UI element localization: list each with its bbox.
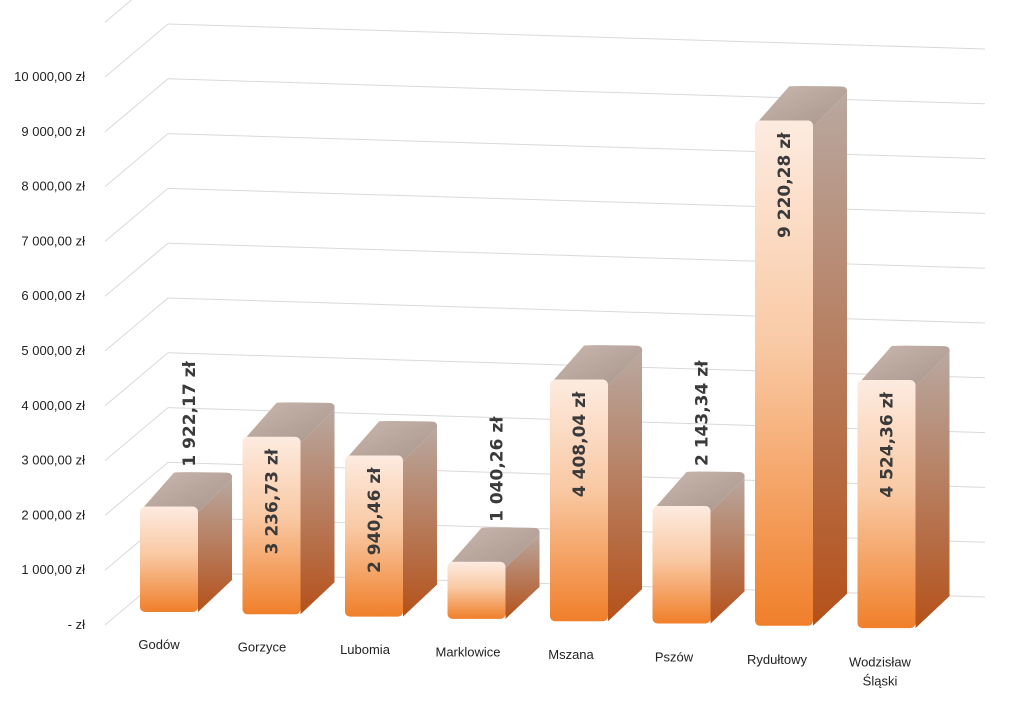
x-tick-label-line: Gorzyce (238, 640, 286, 655)
data-label: 3 236,73 zł (263, 448, 283, 554)
gridline-diagonal (104, 23, 169, 78)
bar-side (915, 352, 950, 629)
gridline-diagonal (104, 242, 169, 297)
bar-side (505, 533, 540, 619)
bar-side (300, 408, 335, 615)
y-tick-label: 1 000,00 zł (21, 562, 85, 577)
bar-top (144, 472, 233, 513)
bar-top (861, 345, 950, 387)
gridline-diagonal (104, 462, 169, 516)
y-tick-label: 6 000,00 zł (21, 288, 85, 303)
x-tick-label-line: Pszów (655, 650, 694, 665)
x-tick-label-line: Lubomia (340, 642, 391, 657)
gridline-diagonal (104, 188, 169, 242)
y-tick-label: 10 000,00 zł (14, 69, 85, 84)
data-label: 2 143,34 zł (693, 360, 713, 466)
gridlines (104, 0, 986, 626)
bar (652, 471, 745, 624)
x-tick-label: Godów (138, 637, 180, 652)
bar-front (550, 379, 608, 622)
bar-top (554, 345, 643, 386)
x-tick-label: Pszów (655, 650, 694, 665)
bar-front (857, 380, 916, 629)
gridline-diagonal (104, 78, 169, 133)
x-tick-label: Wodzisław Śląski (849, 655, 912, 689)
bar-top (349, 420, 438, 462)
gridline (167, 23, 986, 50)
bar-front (652, 506, 711, 624)
y-tick-label: 7 000,00 zł (21, 233, 85, 248)
x-tick-label-line: Wodzisław (849, 655, 912, 670)
bar-top (451, 527, 540, 568)
bar-front (345, 455, 403, 617)
bar-side (198, 478, 232, 612)
data-label: 1 922,17 zł (180, 361, 200, 467)
x-tick-label-line: Mszana (548, 647, 594, 662)
y-tick-label: - zł (68, 617, 85, 632)
x-tick-label: Marklowice (435, 645, 500, 660)
bar-front (242, 436, 301, 615)
gridline (167, 187, 986, 214)
gridline-diagonal (104, 352, 169, 407)
gridline-diagonal (104, 407, 169, 461)
y-tick-label: 2 000,00 zł (21, 507, 85, 522)
bar (755, 86, 848, 626)
bar (447, 527, 540, 619)
bars (140, 86, 950, 629)
x-tick-label: Gorzyce (238, 640, 286, 655)
x-tick-label: Mszana (548, 647, 594, 662)
bar (345, 420, 438, 617)
bar (140, 472, 233, 612)
gridline (167, 78, 986, 105)
gridline-diagonal (104, 133, 169, 187)
y-tick-label: 5 000,00 zł (21, 343, 85, 358)
x-tick-label: Lubomia (340, 642, 391, 657)
bar-top (656, 471, 745, 513)
bar-top (759, 86, 848, 127)
y-tick-label: 8 000,00 zł (21, 179, 85, 194)
data-labels: 1 922,17 zł 3 236,73 zł 2 940,46 zł 1 040,2… (180, 132, 898, 573)
bar-front (447, 561, 506, 619)
x-tick-label-line: Rydułtowy (747, 652, 807, 667)
x-tick-label-line: Godów (138, 637, 180, 652)
gridline-diagonal (104, 0, 133, 23)
bar-side (813, 92, 847, 626)
x-tick-label: Rydułtowy (747, 652, 807, 667)
gridline (167, 242, 986, 269)
bar-side (608, 351, 642, 622)
y-tick-label: 9 000,00 zł (21, 124, 85, 139)
bar (857, 345, 950, 629)
data-label: 9 220,28 zł (775, 132, 795, 238)
y-axis: - zł 1 000,00 zł 2 000,00 zł 3 000,00 zł 4 0… (14, 69, 85, 632)
bar (550, 345, 643, 622)
gridline (167, 297, 986, 324)
data-label: 4 524,36 zł (878, 391, 898, 497)
bar-front (755, 120, 813, 626)
x-tick-label-line: Marklowice (435, 645, 500, 660)
bar-top (246, 402, 335, 443)
data-label: 1 040,26 zł (488, 416, 508, 522)
gridline-diagonal (104, 297, 169, 352)
data-label: 4 408,04 zł (570, 391, 590, 497)
bar (242, 402, 335, 615)
bar-side (403, 427, 437, 617)
bar-front (140, 506, 198, 612)
data-label: 2 940,46 zł (365, 467, 385, 573)
gridline (167, 133, 986, 160)
x-tick-label-line: Śląski (863, 674, 898, 689)
x-axis: Godów Gorzyce Lubomia Marklowice Mszana Pszów… (138, 637, 911, 689)
bar-side (710, 478, 745, 624)
y-tick-label: 3 000,00 zł (21, 453, 85, 468)
y-tick-label: 4 000,00 zł (21, 398, 85, 413)
